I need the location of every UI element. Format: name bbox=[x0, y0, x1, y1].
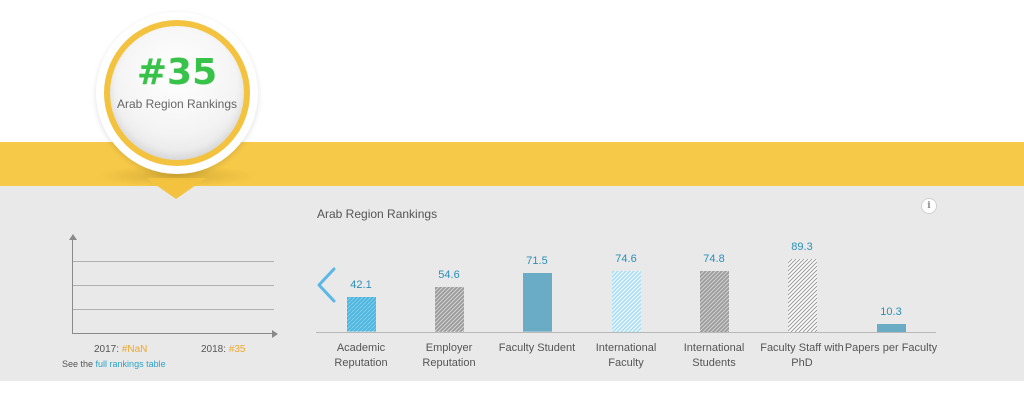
bar bbox=[611, 270, 641, 332]
year-2018-label: 2018: bbox=[201, 344, 227, 355]
category-label-line: Faculty bbox=[608, 357, 644, 369]
category-label-line: Reputation bbox=[334, 357, 388, 369]
category-label-line: International bbox=[595, 342, 657, 354]
year-2017-rank: 2017: #NaN bbox=[94, 344, 147, 355]
category-label: Employer Reputation bbox=[401, 341, 497, 371]
info-icon[interactable]: i bbox=[921, 198, 937, 214]
bar-fill bbox=[699, 270, 729, 332]
year-2018-rank: 2018: #35 bbox=[201, 344, 246, 355]
page-bottom bbox=[0, 381, 1024, 402]
bar-fill bbox=[522, 273, 552, 332]
bar-value-label: 42.1 bbox=[350, 279, 372, 292]
category-label-line: Faculty Student bbox=[498, 342, 576, 354]
rankings-panel bbox=[0, 186, 1024, 381]
category-label-line: Students bbox=[692, 357, 736, 369]
bar-value-label: 89.3 bbox=[791, 240, 813, 253]
rank-badge-face bbox=[110, 26, 244, 160]
y-axis-arrow-icon bbox=[69, 234, 77, 240]
history-gridline bbox=[73, 285, 274, 286]
full-rankings-table-link[interactable]: full rankings table bbox=[95, 359, 166, 369]
bar bbox=[434, 287, 464, 332]
badge-pointer bbox=[146, 178, 206, 199]
bar-fill bbox=[346, 297, 376, 332]
bar bbox=[346, 297, 376, 332]
year-2018-value: #35 bbox=[228, 344, 246, 355]
bar-value-label: 10.3 bbox=[880, 305, 902, 318]
bar-value-label: 74.8 bbox=[703, 252, 725, 265]
see-rankings-prefix: See the bbox=[62, 359, 94, 369]
see-rankings-note: See the full rankings table bbox=[62, 359, 166, 369]
bar bbox=[699, 270, 729, 332]
category-label: Papers per Faculty bbox=[843, 341, 939, 356]
category-label: International Students bbox=[666, 341, 762, 371]
chevron-left-icon[interactable] bbox=[314, 266, 338, 304]
category-label: Faculty Student bbox=[489, 341, 585, 356]
bar-value-label: 74.6 bbox=[615, 252, 637, 265]
category-label-line: Employer bbox=[425, 342, 473, 354]
bar bbox=[787, 258, 817, 332]
chart-baseline bbox=[316, 332, 936, 333]
category-label: Academic Reputation bbox=[313, 341, 409, 371]
year-2017-value: #NaN bbox=[121, 344, 148, 355]
bar-fill bbox=[876, 323, 906, 332]
category-label-line: International bbox=[683, 342, 745, 354]
bar-fill bbox=[787, 258, 817, 332]
category-label-line: Academic bbox=[336, 342, 386, 354]
bar-value-label: 54.6 bbox=[438, 269, 460, 282]
bar-value-label: 71.5 bbox=[526, 255, 548, 268]
bar bbox=[522, 273, 552, 332]
history-gridline bbox=[73, 309, 274, 310]
year-2017-label: 2017: bbox=[94, 344, 120, 355]
category-label-line: PhD bbox=[791, 357, 813, 369]
category-label-line: Papers per Faculty bbox=[844, 342, 938, 354]
history-y-axis bbox=[72, 238, 73, 334]
category-label: International Faculty bbox=[578, 341, 674, 371]
category-label: Faculty Staff with PhD bbox=[754, 341, 850, 371]
history-x-axis bbox=[72, 333, 274, 334]
category-label-line: Faculty Staff with bbox=[760, 342, 844, 354]
chart-title: Arab Region Rankings bbox=[317, 207, 438, 221]
rank-value: #35 bbox=[136, 52, 218, 93]
badge-shadow bbox=[96, 165, 256, 187]
bar-fill bbox=[611, 270, 641, 332]
bar-fill bbox=[434, 287, 464, 332]
history-gridline bbox=[73, 261, 274, 262]
x-axis-arrow-icon bbox=[272, 330, 278, 338]
bar bbox=[876, 323, 906, 332]
rank-label: Arab Region Rankings bbox=[116, 97, 238, 111]
category-label-line: Reputation bbox=[422, 357, 476, 369]
